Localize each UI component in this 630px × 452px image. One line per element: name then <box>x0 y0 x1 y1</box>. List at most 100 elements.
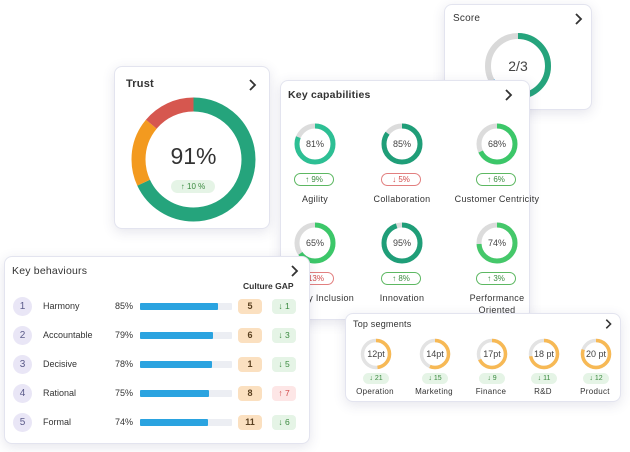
segment-ring <box>580 338 612 370</box>
segment-value: 12pt <box>367 349 385 359</box>
behaviour-percent: 75% <box>115 388 134 398</box>
capability-label: Performance Oriented <box>469 293 525 315</box>
capability-item[interactable]: 81% ↑ 9% Agility <box>276 123 354 218</box>
segment-value: 20 pt <box>585 349 607 359</box>
trust-donut <box>131 97 256 222</box>
behaviour-rank: 2 <box>13 326 32 345</box>
segment-ring <box>360 338 392 370</box>
capability-delta-badge: ↑ 9% <box>294 173 334 186</box>
behaviour-name: Decisive <box>43 359 78 369</box>
behaviour-bar-fill <box>140 390 209 397</box>
segment-item[interactable]: 14pt ↓ 15 Marketing <box>407 338 461 398</box>
culture-gap-badge: 8 <box>238 386 262 401</box>
behaviour-row[interactable]: 4 Rational 75% 8 ↑ 7 <box>5 384 311 404</box>
capability-item[interactable]: 68% ↑ 6% Customer Centricity <box>455 123 539 218</box>
capability-label: Diversity Inclusion <box>275 293 355 303</box>
behaviour-rank: 4 <box>13 384 32 403</box>
culture-gap-badge: 1 <box>238 357 262 372</box>
capability-item[interactable]: 85% ↓ 5% Collaboration <box>363 123 441 218</box>
capability-label: Innovation <box>379 293 425 303</box>
capability-ring <box>476 222 518 264</box>
capability-value: 68% <box>487 139 506 149</box>
segment-item[interactable]: 20 pt ↓ 12 Product <box>568 338 622 398</box>
trust-chevron-right-icon[interactable] <box>245 78 259 92</box>
capability-ring <box>381 123 423 165</box>
segment-ring-fill <box>528 338 560 370</box>
segment-label: Operation <box>356 387 394 396</box>
culture-gap-header: Culture GAP <box>243 281 294 291</box>
segment-change-badge: ↓ 11 <box>531 373 557 384</box>
capability-label: Customer Centricity <box>454 194 540 204</box>
segment-change-badge: ↓ 12 <box>583 373 609 384</box>
trust-card: Trust 91% ↑ 10 % <box>114 66 270 229</box>
behaviour-bar-track <box>140 361 232 368</box>
capability-label: Collaboration <box>373 194 431 204</box>
behaviour-row[interactable]: 2 Accountable 79% 6 ↓ 3 <box>5 326 311 346</box>
behaviour-name: Rational <box>43 388 77 398</box>
capability-ring-fill <box>476 222 518 264</box>
segment-ring-fill <box>360 338 392 370</box>
behaviour-change-badge: ↓ 3 <box>272 328 296 343</box>
segment-item[interactable]: 12pt ↓ 21 Operation <box>348 338 402 398</box>
segment-ring-fill <box>476 338 508 370</box>
score-chevron-right-icon[interactable] <box>571 12 585 26</box>
behaviour-bar-fill <box>140 419 209 426</box>
trust-title: Trust <box>126 78 154 90</box>
segment-change-badge: ↓ 15 <box>422 373 448 384</box>
behaviour-row[interactable]: 3 Decisive 78% 1 ↓ 5 <box>5 355 311 375</box>
segment-change-badge: ↓ 9 <box>479 373 505 384</box>
capability-value: 81% <box>305 139 324 149</box>
segments-chevron-right-icon[interactable] <box>602 318 614 330</box>
behaviour-rank: 5 <box>13 413 32 432</box>
trust-segment-neutral <box>131 97 256 222</box>
culture-gap-badge: 11 <box>238 415 262 430</box>
segment-ring-fill <box>580 338 612 370</box>
behaviour-rank: 3 <box>13 355 32 374</box>
segment-item[interactable]: 17pt ↓ 9 Finance <box>464 338 518 398</box>
segment-item[interactable]: 18 pt ↓ 11 R&D <box>516 338 570 398</box>
behaviours-chevron-right-icon[interactable] <box>287 264 301 278</box>
segment-label: Marketing <box>415 387 453 396</box>
behaviour-row[interactable]: 1 Harmony 85% 5 ↓ 1 <box>5 297 311 317</box>
capability-ring <box>294 222 336 264</box>
capability-value: 74% <box>487 238 506 248</box>
capability-value: 65% <box>305 238 324 248</box>
behaviour-percent: 78% <box>115 359 134 369</box>
capability-ring-fill <box>476 123 518 165</box>
behaviour-percent: 79% <box>115 330 134 340</box>
culture-gap-badge: 6 <box>238 328 262 343</box>
behaviour-percent: 85% <box>115 301 134 311</box>
behaviour-change-badge: ↓ 1 <box>272 299 296 314</box>
segment-ring <box>476 338 508 370</box>
behaviour-name: Harmony <box>43 301 80 311</box>
capability-item[interactable]: 74% ↑ 3% Performance Oriented <box>458 222 536 317</box>
behaviour-change-badge: ↓ 6 <box>272 415 296 430</box>
trust-delta-badge: ↑ 10 % <box>171 180 215 193</box>
behaviour-bar-track <box>140 419 232 426</box>
segments-title: Top segments <box>353 319 412 329</box>
capability-delta-badge: ↑ 8% <box>381 272 421 285</box>
segment-label: R&D <box>534 387 552 396</box>
capability-ring-fill <box>381 222 423 264</box>
behaviour-bar-track <box>140 303 232 310</box>
capability-label: Agility <box>301 194 329 204</box>
behaviour-bar-track <box>140 390 232 397</box>
trust-segment-negative <box>131 97 256 222</box>
capabilities-title: Key capabilities <box>288 89 371 101</box>
behaviour-row[interactable]: 5 Formal 74% 11 ↓ 6 <box>5 413 311 433</box>
behaviours-title: Key behaviours <box>12 265 88 277</box>
capability-item[interactable]: 95% ↑ 8% Innovation <box>363 222 441 317</box>
behaviour-name: Formal <box>43 417 72 427</box>
capability-ring-fill <box>381 123 423 165</box>
segment-value: 14pt <box>426 349 444 359</box>
behaviour-percent: 74% <box>115 417 134 427</box>
segment-ring <box>419 338 451 370</box>
segment-change-badge: ↓ 21 <box>363 373 389 384</box>
behaviour-change-badge: ↓ 5 <box>272 357 296 372</box>
segment-ring <box>528 338 560 370</box>
capability-delta-badge: ↓ 5% <box>381 173 421 186</box>
capabilities-chevron-right-icon[interactable] <box>501 88 515 102</box>
behaviour-bar-fill <box>140 361 212 368</box>
segment-ring-fill <box>419 338 451 370</box>
segment-label: Finance <box>475 387 507 396</box>
